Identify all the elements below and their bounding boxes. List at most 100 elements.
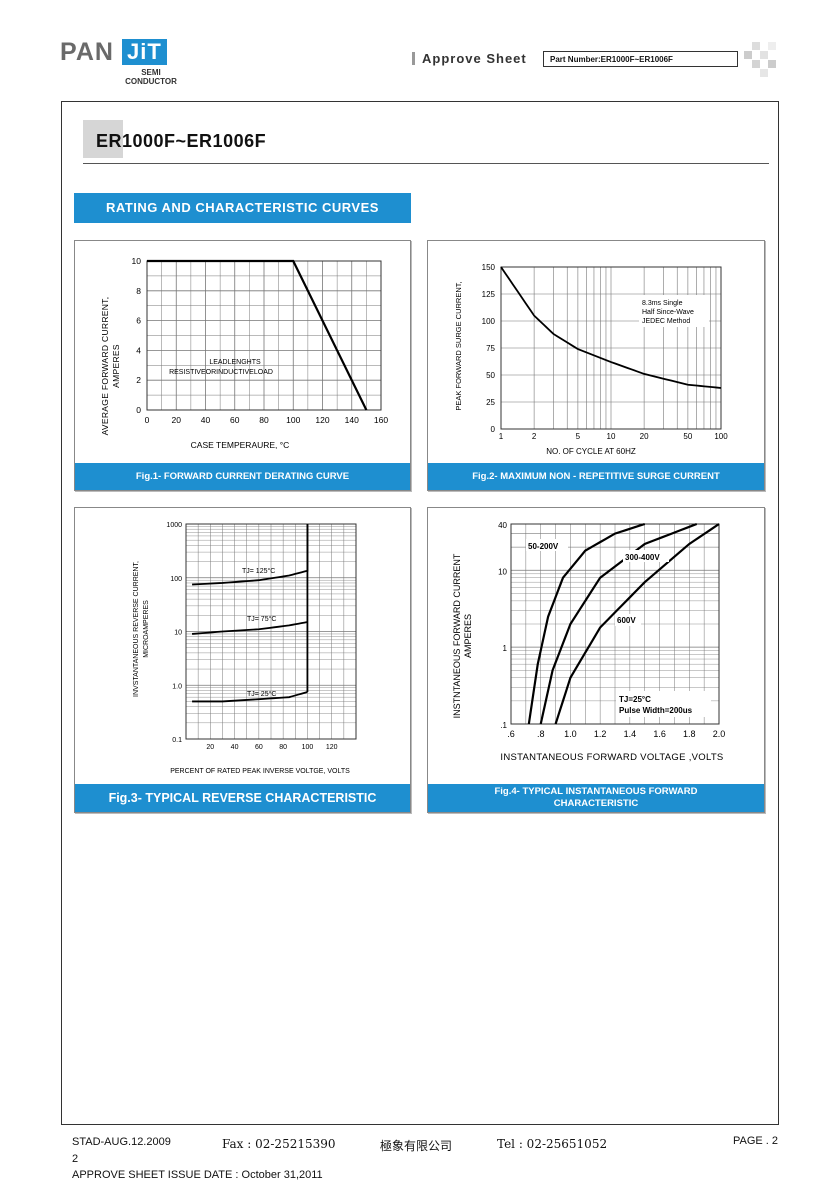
fig3-curve-0 <box>192 524 309 586</box>
fig2-note-1: 8.3ms Single <box>642 300 683 307</box>
fig1-xlabel: CASE TEMPERAURE, °C <box>191 440 290 450</box>
fig3-ytick: 100 <box>170 576 182 583</box>
content-frame <box>61 101 779 1125</box>
fig1-ytick: 10 <box>132 256 142 266</box>
fig1-xtick: 60 <box>230 415 240 425</box>
part-number-box: Part Number:ER1000F~ER1006F <box>543 51 738 67</box>
fig1-ylabel-2: AMPERES <box>111 344 121 388</box>
fig3-curve-1 <box>191 621 308 635</box>
footer-fax: Fax : 02-25215390 <box>222 1137 336 1151</box>
fig1-xtick: 80 <box>259 415 269 425</box>
approve-sheet-label: Approve Sheet <box>412 51 527 66</box>
fig1-ylabel-1: AVERAGE FORWARD CURRENT, <box>100 297 110 436</box>
fig4-caption-1: Fig.4- TYPICAL INSTANTANEOUS FORWARD <box>494 786 698 797</box>
fig2-xtick: 50 <box>683 432 692 441</box>
fig2-xtick: 1 <box>499 432 504 441</box>
panjit-logo: PAN JiT SEMI CONDUCTOR <box>60 38 190 88</box>
approve-sheet-text: Approve Sheet <box>422 51 527 66</box>
fig3-label-75: TJ= 75°C <box>247 615 276 623</box>
fig3-xtick: 40 <box>231 744 239 751</box>
fig2-ytick: 0 <box>491 425 496 434</box>
fig2-caption: Fig.2- MAXIMUM NON - REPETITIVE SURGE CU… <box>428 463 764 490</box>
fig2-xtick: 5 <box>576 432 581 441</box>
fig3-xtick: 20 <box>206 744 214 751</box>
fig4-label-b-bg <box>623 550 669 562</box>
footer-page: PAGE . 2 <box>733 1135 779 1147</box>
fig1-note-2: RESISTIVEORINDUCTIVELOAD <box>169 369 273 376</box>
fig3-chart: 20 40 60 80 100 120 0.1 1.0 10 100 1000 INVSTANTAN… <box>133 522 357 775</box>
fig1-ytick: 2 <box>136 375 141 385</box>
fig2-note-3: JEDEC Method <box>642 318 690 325</box>
logo-sub-2: CONDUCTOR <box>125 77 177 86</box>
fig4-cond-2: Pulse Width=200us <box>619 706 693 715</box>
fig3-xtick: 100 <box>302 744 314 751</box>
fig1-ytick: 0 <box>136 405 141 415</box>
fig4-xtick: .6 <box>507 729 515 739</box>
fig4-curve-1 <box>539 522 698 725</box>
fig3-caption: Fig.3- TYPICAL REVERSE CHARACTERISTIC <box>75 784 410 812</box>
footer-company: 極象有限公司 <box>380 1139 453 1153</box>
fig4-xtick: 1.8 <box>683 729 696 739</box>
fig1-xtick: 140 <box>345 415 359 425</box>
fig4-xtick: 2.0 <box>713 729 726 739</box>
fig2-xtick: 100 <box>714 432 728 441</box>
logo-text-left: PAN <box>60 38 114 66</box>
section-banner: RATING AND CHARACTERISTIC CURVES <box>74 193 411 223</box>
fig4-caption: Fig.4- TYPICAL INSTANTANEOUS FORWARD CHA… <box>428 784 764 812</box>
fig3-ytick: 0.1 <box>172 737 182 744</box>
fig4-ytick: .1 <box>500 721 507 730</box>
fig2-ytick: 125 <box>482 290 496 299</box>
fig2-note-2: Half Since-Wave <box>642 309 694 316</box>
fig3-ytick: 10 <box>174 630 182 637</box>
fig4-xtick: 1.0 <box>564 729 577 739</box>
fig4-xtick: 1.6 <box>653 729 666 739</box>
fig1-caption: Fig.1- FORWARD CURRENT DERATING CURVE <box>75 463 410 490</box>
fig4-xtick: 1.4 <box>624 729 637 739</box>
title-shade <box>83 120 123 158</box>
fig2-plot-frame <box>500 266 722 430</box>
fig4-ylabel-2: AMPERES <box>463 614 473 658</box>
footer-issue-date: APPROVE SHEET ISSUE DATE : October 31,20… <box>72 1169 323 1181</box>
fig4-xtick: .8 <box>537 729 545 739</box>
fig2-curve <box>500 266 722 389</box>
fig3-curve-2 <box>192 691 308 703</box>
fig1-note-1: LEADLENGHTS <box>209 359 261 366</box>
fig3-ylabel-2: MICROAMPERES <box>143 600 150 658</box>
fig1-ytick: 4 <box>136 345 141 355</box>
footer-tel: Tel : 02-25651052 <box>497 1137 608 1151</box>
fig3-ytick: 1.0 <box>172 683 182 690</box>
fig2-note-bg <box>639 295 709 327</box>
fig3-xlabel: PERCENT OF RATED PEAK INVERSE VOLTGE, VO… <box>170 768 350 775</box>
fig4-caption-2: CHARACTERISTIC <box>553 798 639 809</box>
footer-page-num: 2 <box>72 1153 79 1165</box>
fig4-label-a: 50-200V <box>528 542 559 551</box>
fig1-curve <box>147 259 368 411</box>
fig1-chart: 0 20 40 60 80 100 120 140 160 0 2 4 6 8 10 AVERAGE FOR… <box>100 256 388 450</box>
fig4-label-c: 600V <box>617 616 636 625</box>
fig2-ytick: 150 <box>482 263 496 272</box>
fig3-label-125: TJ= 125°C <box>242 567 275 575</box>
fig4-chart: .6 .8 1.0 1.2 1.4 1.6 1.8 2.0 .1 1 10 40 INSTNTANEO… <box>452 521 726 763</box>
title-divider <box>83 163 769 164</box>
fig1-xtick: 100 <box>286 415 300 425</box>
fig2-ytick: 75 <box>486 344 495 353</box>
fig4-ytick: 1 <box>503 644 508 653</box>
logo-sub-1: SEMI <box>141 68 161 77</box>
fig2-panel: 1 2 5 10 20 50 100 0 25 50 75 100 125 150 PEAK FORWAR… <box>427 240 765 491</box>
fig3-xtick: 60 <box>255 744 263 751</box>
fig4-label-c-bg <box>615 614 641 626</box>
fig3-panel: 20 40 60 80 100 120 0.1 1.0 10 100 1000 INVSTANTAN… <box>74 507 411 813</box>
fig1-ytick: 6 <box>136 316 141 326</box>
fig4-ytick: 10 <box>498 567 507 576</box>
fig3-plot-frame <box>185 523 357 740</box>
logo-text-box: JiT <box>122 39 167 65</box>
fig1-xtick: 120 <box>315 415 329 425</box>
fig4-curve-0 <box>527 522 646 725</box>
fig4-cond-1: TJ=25°C <box>619 695 651 704</box>
footer-stad: STAD-AUG.12.2009 <box>72 1136 171 1148</box>
approve-bar-icon <box>412 52 415 65</box>
fig4-label-b: 300-400V <box>625 553 660 562</box>
fig2-xtick: 10 <box>607 432 616 441</box>
fig3-xtick: 120 <box>326 744 338 751</box>
